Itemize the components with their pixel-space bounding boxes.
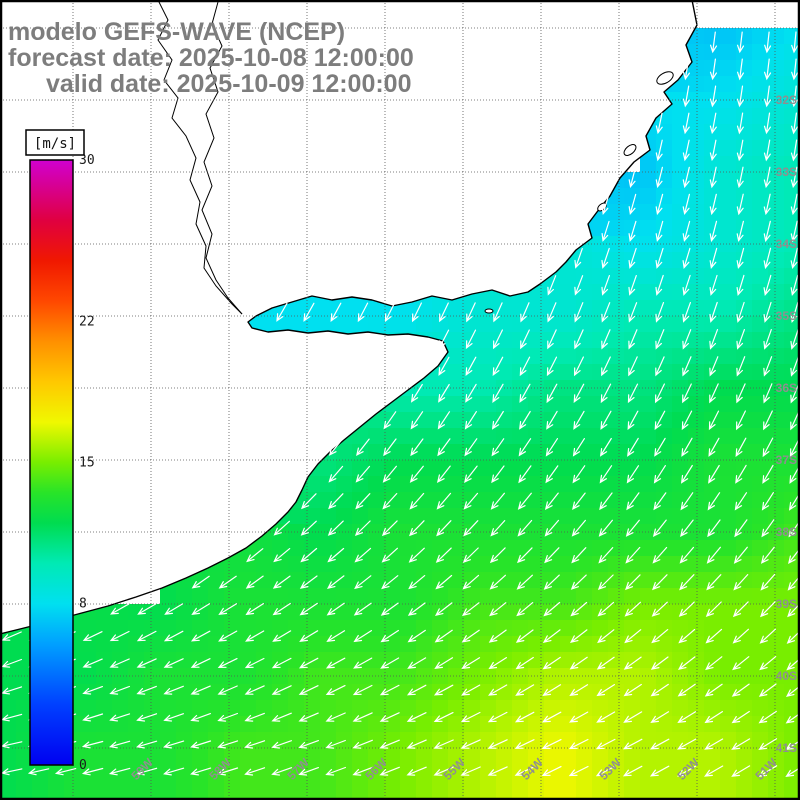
colorbar-tick-label: 15	[79, 456, 95, 471]
colorbar: 30 22 15 8 0 [m/s]	[25, 129, 95, 773]
colorbar-tick-label: 8	[79, 597, 87, 612]
lat-label: 34S	[776, 237, 797, 251]
land-polygon	[0, 0, 698, 635]
lat-label: 37S	[776, 453, 797, 467]
colorbar-tick-label: 30	[79, 153, 95, 168]
lagoon-contour	[623, 144, 637, 156]
lat-label: 35S	[776, 309, 797, 323]
lat-label: 33S	[776, 165, 797, 179]
lat-label: 32S	[776, 93, 797, 107]
wind-direction-arrows	[0, 31, 800, 778]
colorbar-tick-label: 0	[79, 758, 87, 773]
islet-contour	[484, 308, 494, 314]
lat-label: 40S	[776, 669, 797, 683]
river-line	[201, 1, 243, 315]
title-block: modelo GEFS-WAVE (NCEP) forecast date: 2…	[8, 18, 414, 98]
colorbar-gradient-bar	[29, 159, 74, 766]
lat-label: 36S	[776, 381, 797, 395]
colorbar-ticks: 30 22 15 8 0	[79, 153, 95, 773]
lat-label: 41S	[776, 741, 797, 755]
model-title: modelo GEFS-WAVE (NCEP)	[8, 18, 345, 46]
valid-date: valid date: 2025-10-09 12:00:00	[46, 70, 412, 98]
lagoon-contour	[656, 71, 674, 85]
colorbar-tick-label: 22	[79, 314, 95, 329]
colorbar-unit-box	[25, 129, 85, 156]
lat-label: 39S	[776, 597, 797, 611]
lat-label: 38S	[776, 525, 797, 539]
river-line	[157, 0, 243, 315]
colorbar-unit-label: [m/s]	[34, 136, 76, 152]
forecast-date: forecast date: 2025-10-08 12:00:00	[8, 44, 414, 72]
latitude-labels: 32S 33S 34S 35S 36S 37S 38S 39S 40S 41S	[776, 93, 797, 755]
river-contours	[157, 0, 243, 315]
coastal-lagoons	[484, 71, 674, 314]
